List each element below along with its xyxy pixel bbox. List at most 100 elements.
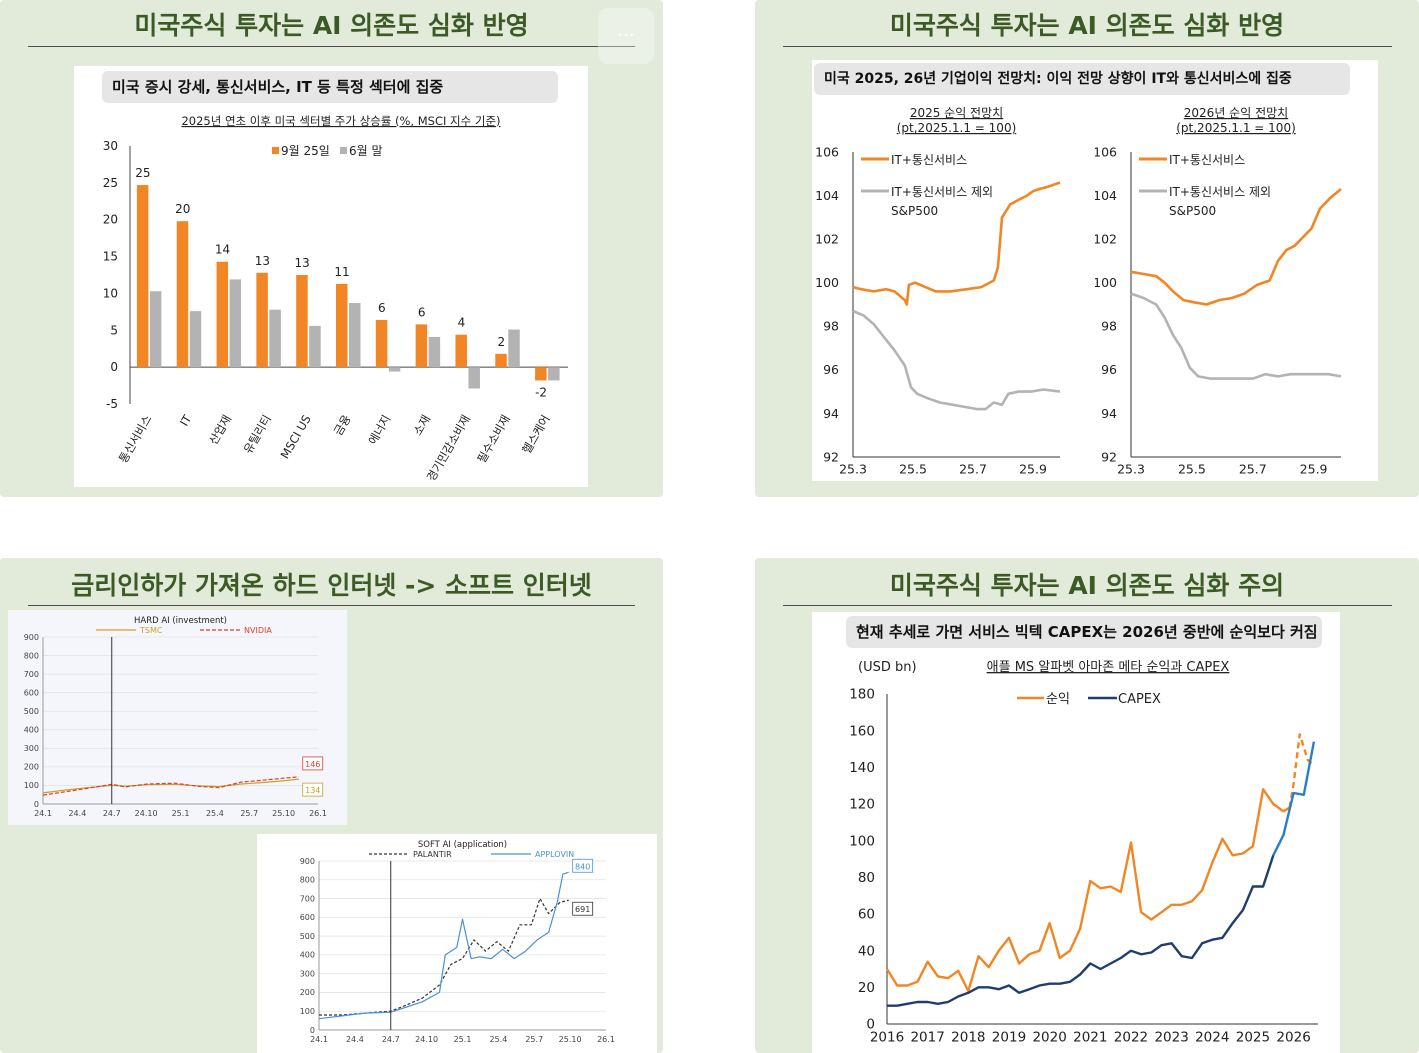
y-tick-label: 600	[24, 688, 39, 697]
panel-title: 미국주식 투자는 AI 의존도 심화 반영	[889, 11, 1285, 40]
x-tick-label: 필수소비재	[474, 413, 513, 466]
end-label-box	[572, 858, 594, 873]
chart-subtitle-box: 현재 추세로 가면 서비스 빅텍 CAPEX는 2026년 중반에 순익보다 커…	[846, 616, 1322, 648]
y-tick-label: 98	[1101, 319, 1117, 334]
x-tick-label: 25.7	[525, 1035, 543, 1044]
y-tick-label: 106	[815, 144, 839, 159]
soft-ai-card: SOFT AI (application) 900 800 700 600 500 400 3…	[257, 834, 657, 1053]
y-tick-label: 100	[815, 275, 839, 290]
bar-sep25	[136, 185, 149, 368]
x-tick-label: 유틸리티	[241, 413, 274, 457]
x-tick-label: 2025	[1236, 1030, 1270, 1046]
panel-sector-returns: 미국주식 투자는 AI 의존도 심화 반영 ··· 미국 증시 강세, 통신서비…	[0, 0, 663, 497]
legend-label-line2: S&P500	[1169, 204, 1216, 218]
capex-profit-chart: (USD bn) 애플 MS 알파벳 아마존 메타 순익과 CAPEX 180 160…	[849, 660, 1318, 1046]
end-label: 134	[305, 786, 320, 795]
y-tick-label: 400	[300, 951, 315, 960]
y-tick-label: 600	[300, 913, 315, 922]
x-tick-label: 2020	[1032, 1030, 1066, 1046]
x-tick-label: 25.10	[559, 1035, 582, 1044]
chart-title: 2026년 순익 전망치	[1184, 106, 1288, 120]
y-tick-label: -5	[106, 397, 118, 411]
data-label: 13	[255, 254, 270, 268]
data-label: 13	[295, 256, 310, 270]
chart-card: 미국 2025, 26년 기업이익 전망치: 이익 전망 상향이 IT와 통신서…	[812, 60, 1378, 481]
data-label: 4	[458, 316, 466, 330]
x-tick-label: 25.3	[1117, 462, 1145, 477]
y-tick-label: 900	[24, 633, 39, 642]
y-tick-label: 800	[300, 876, 315, 885]
bar-sep25	[495, 353, 507, 368]
bar-sep25	[336, 283, 348, 368]
x-tick-label: 24.10	[135, 809, 158, 818]
y-tick-label: 106	[1095, 144, 1117, 159]
series-line	[852, 181, 1061, 306]
title-divider	[783, 605, 1392, 606]
more-dots-icon[interactable]: ···	[598, 8, 654, 64]
y-tick-label: 200	[300, 988, 315, 997]
panel-hard-soft-internet: 금리인하가 가져온 하드 인터넷 -> 소프트 인터넷 HARD AI (inv…	[0, 558, 663, 1053]
x-tick-label: 24.7	[103, 809, 121, 818]
x-tick-label: 2016	[870, 1030, 904, 1046]
data-label: 6	[418, 305, 426, 319]
chart-subtitle-box: 미국 2025, 26년 기업이익 전망치: 이익 전망 상향이 IT와 통신서…	[814, 63, 1350, 95]
y-axis-unit: (USD bn)	[858, 660, 917, 675]
legend-label: 9월 25일	[281, 144, 330, 158]
series-line	[42, 778, 299, 794]
y-tick-label: 60	[858, 907, 875, 923]
bar-junend	[349, 303, 361, 368]
x-tick-label: 2022	[1114, 1030, 1148, 1046]
bar-junend	[189, 311, 202, 368]
y-tick-label: 100	[300, 1007, 315, 1016]
x-tick-label: IT	[177, 412, 195, 429]
bar-junend	[309, 325, 321, 368]
y-tick-label: 300	[24, 744, 39, 753]
legend-label: IT+통신서비스	[1169, 153, 1245, 167]
data-label: -2	[535, 385, 547, 399]
x-tick-label: 25.9	[1300, 462, 1328, 477]
y-tick-label: 40	[858, 943, 875, 959]
x-tick-label: 24.1	[34, 809, 52, 818]
panel-earnings-forecast: 미국주식 투자는 AI 의존도 심화 반영 미국 2025, 26년 기업이익 …	[755, 0, 1419, 497]
y-tick-label: 0	[310, 1026, 315, 1035]
y-tick-label: 102	[1095, 232, 1117, 247]
end-label-box	[572, 901, 594, 916]
panel-title: 미국주식 투자는 AI 의존도 심화 주의	[889, 571, 1285, 600]
y-tick-label: 300	[300, 969, 315, 978]
panel-title: 미국주식 투자는 AI 의존도 심화 반영	[134, 11, 529, 40]
x-tick-label: 25.10	[272, 809, 295, 818]
panel-title: 금리인하가 가져온 하드 인터넷 -> 소프트 인터넷	[71, 571, 592, 600]
y-tick-label: 92	[1101, 449, 1117, 464]
y-tick-label: 800	[24, 651, 39, 660]
chart-card: 미국 증시 강세, 통신서비스, IT 등 특정 섹터에 집중 2025년 연초…	[74, 66, 588, 487]
y-tick-label: 20	[103, 213, 118, 227]
bar-sep25	[256, 272, 268, 368]
chart-subtitle: (pt,2025.1.1 = 100)	[1176, 121, 1296, 135]
series-line	[852, 309, 1061, 411]
legend-label: 6월 말	[349, 144, 383, 158]
y-tick-label: 100	[24, 781, 39, 790]
y-tick-label: 15	[103, 250, 118, 264]
series-line	[318, 871, 569, 1020]
bar-junend	[388, 367, 401, 372]
chart-subtitle-box: 미국 증시 강세, 통신서비스, IT 등 특정 섹터에 집중	[102, 71, 558, 103]
bar-junend	[428, 336, 441, 368]
legend-label: NVIDIA	[244, 626, 272, 635]
x-tick-label: 2026	[1276, 1030, 1310, 1046]
bar-sep25	[455, 334, 467, 368]
soft-ai-chart: SOFT AI (application) 900 800 700 600 500 400 3…	[300, 840, 615, 1044]
legend-label: CAPEX	[1118, 692, 1161, 707]
y-tick-label: 94	[823, 406, 839, 421]
y-tick-label: 94	[1101, 406, 1117, 421]
y-tick-label: 700	[24, 670, 39, 679]
legend-label: IT+통신서비스 제외	[1169, 185, 1271, 199]
y-tick-label: 100	[849, 833, 875, 849]
bar-junend	[548, 367, 560, 381]
series-line	[42, 776, 299, 796]
legend-label: 순익	[1046, 692, 1070, 707]
legend-swatch	[272, 147, 279, 154]
y-tick-label: 98	[823, 319, 839, 334]
x-tick-label: 25.7	[240, 809, 258, 818]
y-tick-label: 80	[858, 870, 875, 886]
y-tick-label: 120	[849, 797, 875, 813]
